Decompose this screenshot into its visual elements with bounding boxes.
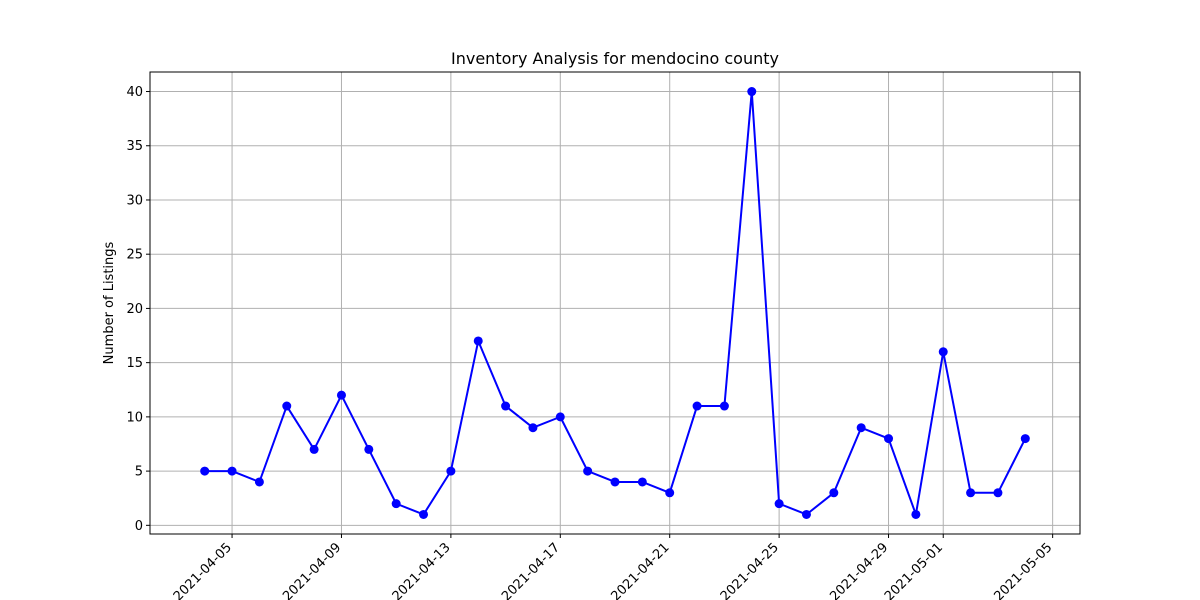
- data-point: [528, 423, 538, 433]
- data-point: [801, 509, 811, 519]
- data-point: [200, 466, 210, 476]
- series-line: [204, 90, 1027, 516]
- data-point: [419, 509, 429, 519]
- y-tick-label: 40: [126, 85, 143, 100]
- data-point: [637, 477, 647, 487]
- x-tick-label: 2021-05-01: [882, 540, 946, 600]
- data-point: [938, 347, 948, 357]
- data-point: [473, 336, 483, 346]
- data-point: [993, 488, 1003, 498]
- data-point: [364, 444, 374, 454]
- data-point: [884, 434, 894, 444]
- plot-frame: [149, 71, 1081, 535]
- data-point: [1020, 434, 1030, 444]
- data-point: [829, 488, 839, 498]
- data-point: [501, 401, 511, 411]
- y-tick-label: 15: [126, 356, 143, 371]
- data-point: [227, 466, 237, 476]
- data-point: [446, 466, 456, 476]
- data-point: [911, 509, 921, 519]
- y-tick-label: 35: [126, 139, 143, 154]
- data-point: [583, 466, 593, 476]
- y-tick-label: 5: [135, 465, 143, 480]
- axis-ticks: 2021-04-05 2021-04-09 2021-04-13 2021-04-17…: [126, 85, 1055, 600]
- y-tick-label: 20: [126, 302, 143, 317]
- data-series: [200, 87, 1030, 519]
- y-tick-label: 0: [135, 519, 143, 534]
- data-point: [282, 401, 292, 411]
- x-tick-label: 2021-04-05: [171, 540, 235, 600]
- x-tick-label: 2021-04-29: [827, 540, 891, 600]
- y-axis-label: Number of Listings: [102, 241, 117, 364]
- data-point: [665, 488, 675, 498]
- x-tick-label: 2021-04-21: [608, 540, 672, 600]
- data-point: [719, 401, 729, 411]
- data-point: [309, 444, 319, 454]
- x-tick-label: 2021-04-17: [499, 540, 563, 600]
- data-point: [774, 499, 784, 509]
- chart-title: Inventory Analysis for mendocino county: [451, 49, 779, 68]
- x-tick-label: 2021-04-25: [718, 540, 782, 600]
- data-point: [555, 412, 565, 422]
- y-tick-label: 10: [126, 410, 143, 425]
- data-point: [336, 390, 346, 400]
- data-point: [747, 87, 757, 97]
- data-point: [856, 423, 866, 433]
- data-point: [610, 477, 620, 487]
- grid-lines: [150, 72, 1080, 534]
- data-point: [391, 499, 401, 509]
- x-tick-label: 2021-04-13: [390, 540, 454, 600]
- x-tick-label: 2021-05-05: [991, 540, 1055, 600]
- y-tick-label: 30: [126, 193, 143, 208]
- x-tick-label: 2021-04-09: [280, 540, 344, 600]
- y-tick-label: 25: [126, 248, 143, 263]
- data-point: [966, 488, 976, 498]
- data-point: [692, 401, 702, 411]
- data-point: [254, 477, 264, 487]
